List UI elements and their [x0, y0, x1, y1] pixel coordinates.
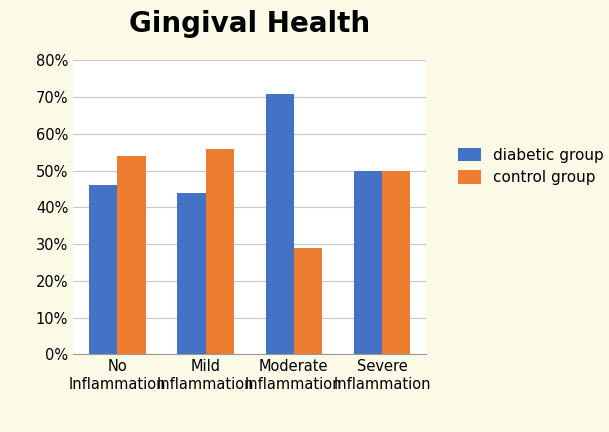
Bar	[294, 248, 322, 354]
Bar	[354, 171, 382, 354]
Bar	[382, 171, 410, 354]
Legend: diabetic group, control group: diabetic group, control group	[452, 142, 609, 191]
Bar	[177, 193, 206, 354]
Bar	[206, 149, 234, 354]
Bar	[266, 93, 294, 354]
Bar	[118, 156, 146, 354]
Title: Gingival Health: Gingival Health	[129, 10, 370, 38]
Bar	[89, 185, 118, 354]
